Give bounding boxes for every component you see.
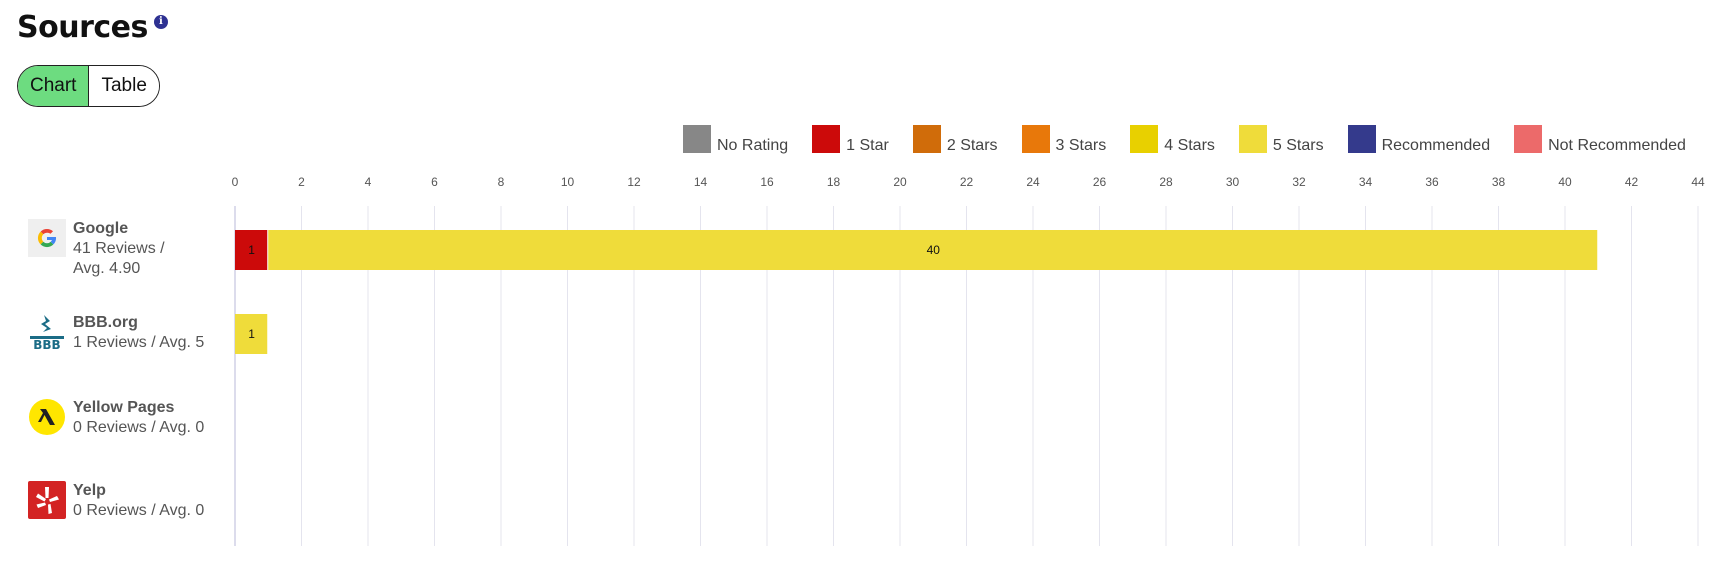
info-icon[interactable]: i xyxy=(153,15,168,29)
svg-text:BBB: BBB xyxy=(33,338,60,351)
source-yellow-pages: Yellow Pages 0 Reviews / Avg. 0 xyxy=(28,398,228,438)
source-bbb: BBB BBB.org 1 Reviews / Avg. 5 xyxy=(28,313,228,353)
x-tick-label: 38 xyxy=(1492,175,1506,189)
bar-segment xyxy=(268,230,1598,270)
bar-value-label: 40 xyxy=(927,243,941,257)
google-icon xyxy=(28,219,66,257)
source-summary: 1 Reviews / Avg. 5 xyxy=(73,334,205,351)
source-google: Google 41 Reviews / Avg. 4.90 xyxy=(28,219,228,279)
legend-item[interactable]: No Rating xyxy=(683,125,788,155)
x-tick-label: 20 xyxy=(893,175,907,189)
legend-item[interactable]: Not Recommended xyxy=(1514,125,1686,155)
source-summary: 0 Reviews / Avg. 0 xyxy=(73,419,205,436)
x-tick-label: 18 xyxy=(827,175,841,189)
legend-item[interactable]: 4 Stars xyxy=(1130,125,1215,155)
bar-value-label: 1 xyxy=(248,327,255,341)
x-tick-label: 8 xyxy=(498,175,505,189)
legend-swatch xyxy=(1514,125,1543,153)
x-tick-label: 16 xyxy=(760,175,774,189)
legend-label: Recommended xyxy=(1381,137,1491,154)
x-tick-label: 2 xyxy=(298,175,305,189)
legend-swatch xyxy=(912,125,941,153)
x-tick-label: 36 xyxy=(1425,175,1439,189)
x-tick-label: 26 xyxy=(1093,175,1107,189)
legend-swatch xyxy=(1238,125,1267,153)
source-name[interactable]: BBB.org xyxy=(73,314,138,331)
legend-swatch xyxy=(1347,125,1376,153)
legend-label: Not Recommended xyxy=(1548,137,1686,154)
bbb-icon: BBB xyxy=(30,315,64,351)
bar-segment xyxy=(235,230,268,270)
legend-swatch xyxy=(812,125,841,153)
legend-item[interactable]: 3 Stars xyxy=(1021,125,1107,155)
legend-label: 3 Stars xyxy=(1055,137,1107,154)
legend-label: No Rating xyxy=(717,137,789,154)
bar-value-label: 1 xyxy=(248,243,255,257)
source-name[interactable]: Google xyxy=(73,220,129,237)
table-tab[interactable]: Table xyxy=(89,66,159,106)
bar-segment xyxy=(235,314,268,354)
x-tick-label: 6 xyxy=(431,175,438,189)
source-summary: 41 Reviews / xyxy=(73,240,165,257)
source-name[interactable]: Yelp xyxy=(73,482,106,499)
x-tick-label: 12 xyxy=(627,175,641,189)
legend-item[interactable]: 2 Stars xyxy=(912,125,998,155)
x-tick-label: 30 xyxy=(1226,175,1240,189)
source-text: BBB.org 1 Reviews / Avg. 5 xyxy=(73,313,204,353)
legend-swatch xyxy=(683,125,711,153)
source-text: Yellow Pages 0 Reviews / Avg. 0 xyxy=(73,398,204,438)
legend-item[interactable]: 1 Star xyxy=(812,125,889,155)
x-tick-label: 32 xyxy=(1292,175,1306,189)
x-tick-label: 4 xyxy=(365,175,372,189)
yelp-icon xyxy=(28,481,66,519)
x-tick-label: 14 xyxy=(694,175,708,189)
source-yelp: Yelp 0 Reviews / Avg. 0 xyxy=(28,481,228,521)
yellow-pages-icon xyxy=(29,399,65,435)
source-text: Yelp 0 Reviews / Avg. 0 xyxy=(73,481,204,521)
legend-label: 5 Stars xyxy=(1272,137,1324,154)
legend-swatch xyxy=(1130,125,1159,153)
x-tick-label: 10 xyxy=(561,175,575,189)
x-tick-label: 34 xyxy=(1359,175,1373,189)
legend-label: 1 Star xyxy=(846,137,889,154)
legend-label: 4 Stars xyxy=(1164,137,1215,154)
header: Sources i xyxy=(17,10,168,45)
view-toggle: Chart Table xyxy=(17,65,160,107)
chart-tab[interactable]: Chart xyxy=(18,66,90,106)
chart-legend: No Rating 1 Star 2 Stars 3 Stars 4 Stars… xyxy=(683,125,1686,155)
source-summary: 0 Reviews / Avg. 0 xyxy=(73,502,205,519)
x-tick-label: 24 xyxy=(1026,175,1040,189)
x-tick-label: 22 xyxy=(960,175,974,189)
source-summary-line-2: Avg. 4.90 xyxy=(73,260,141,277)
page-title: Sources xyxy=(17,10,148,45)
x-tick-label: 40 xyxy=(1558,175,1572,189)
x-tick-label: 44 xyxy=(1691,175,1705,189)
source-text: Google 41 Reviews / Avg. 4.90 xyxy=(73,219,165,279)
source-name[interactable]: Yellow Pages xyxy=(73,399,175,416)
x-tick-label: 42 xyxy=(1625,175,1639,189)
legend-item[interactable]: 5 Stars xyxy=(1238,125,1324,155)
legend-swatch xyxy=(1021,125,1050,153)
x-tick-label: 0 xyxy=(232,175,239,189)
legend-label: 2 Stars xyxy=(946,137,998,154)
legend-item[interactable]: Recommended xyxy=(1347,125,1491,155)
x-tick-label: 28 xyxy=(1159,175,1173,189)
